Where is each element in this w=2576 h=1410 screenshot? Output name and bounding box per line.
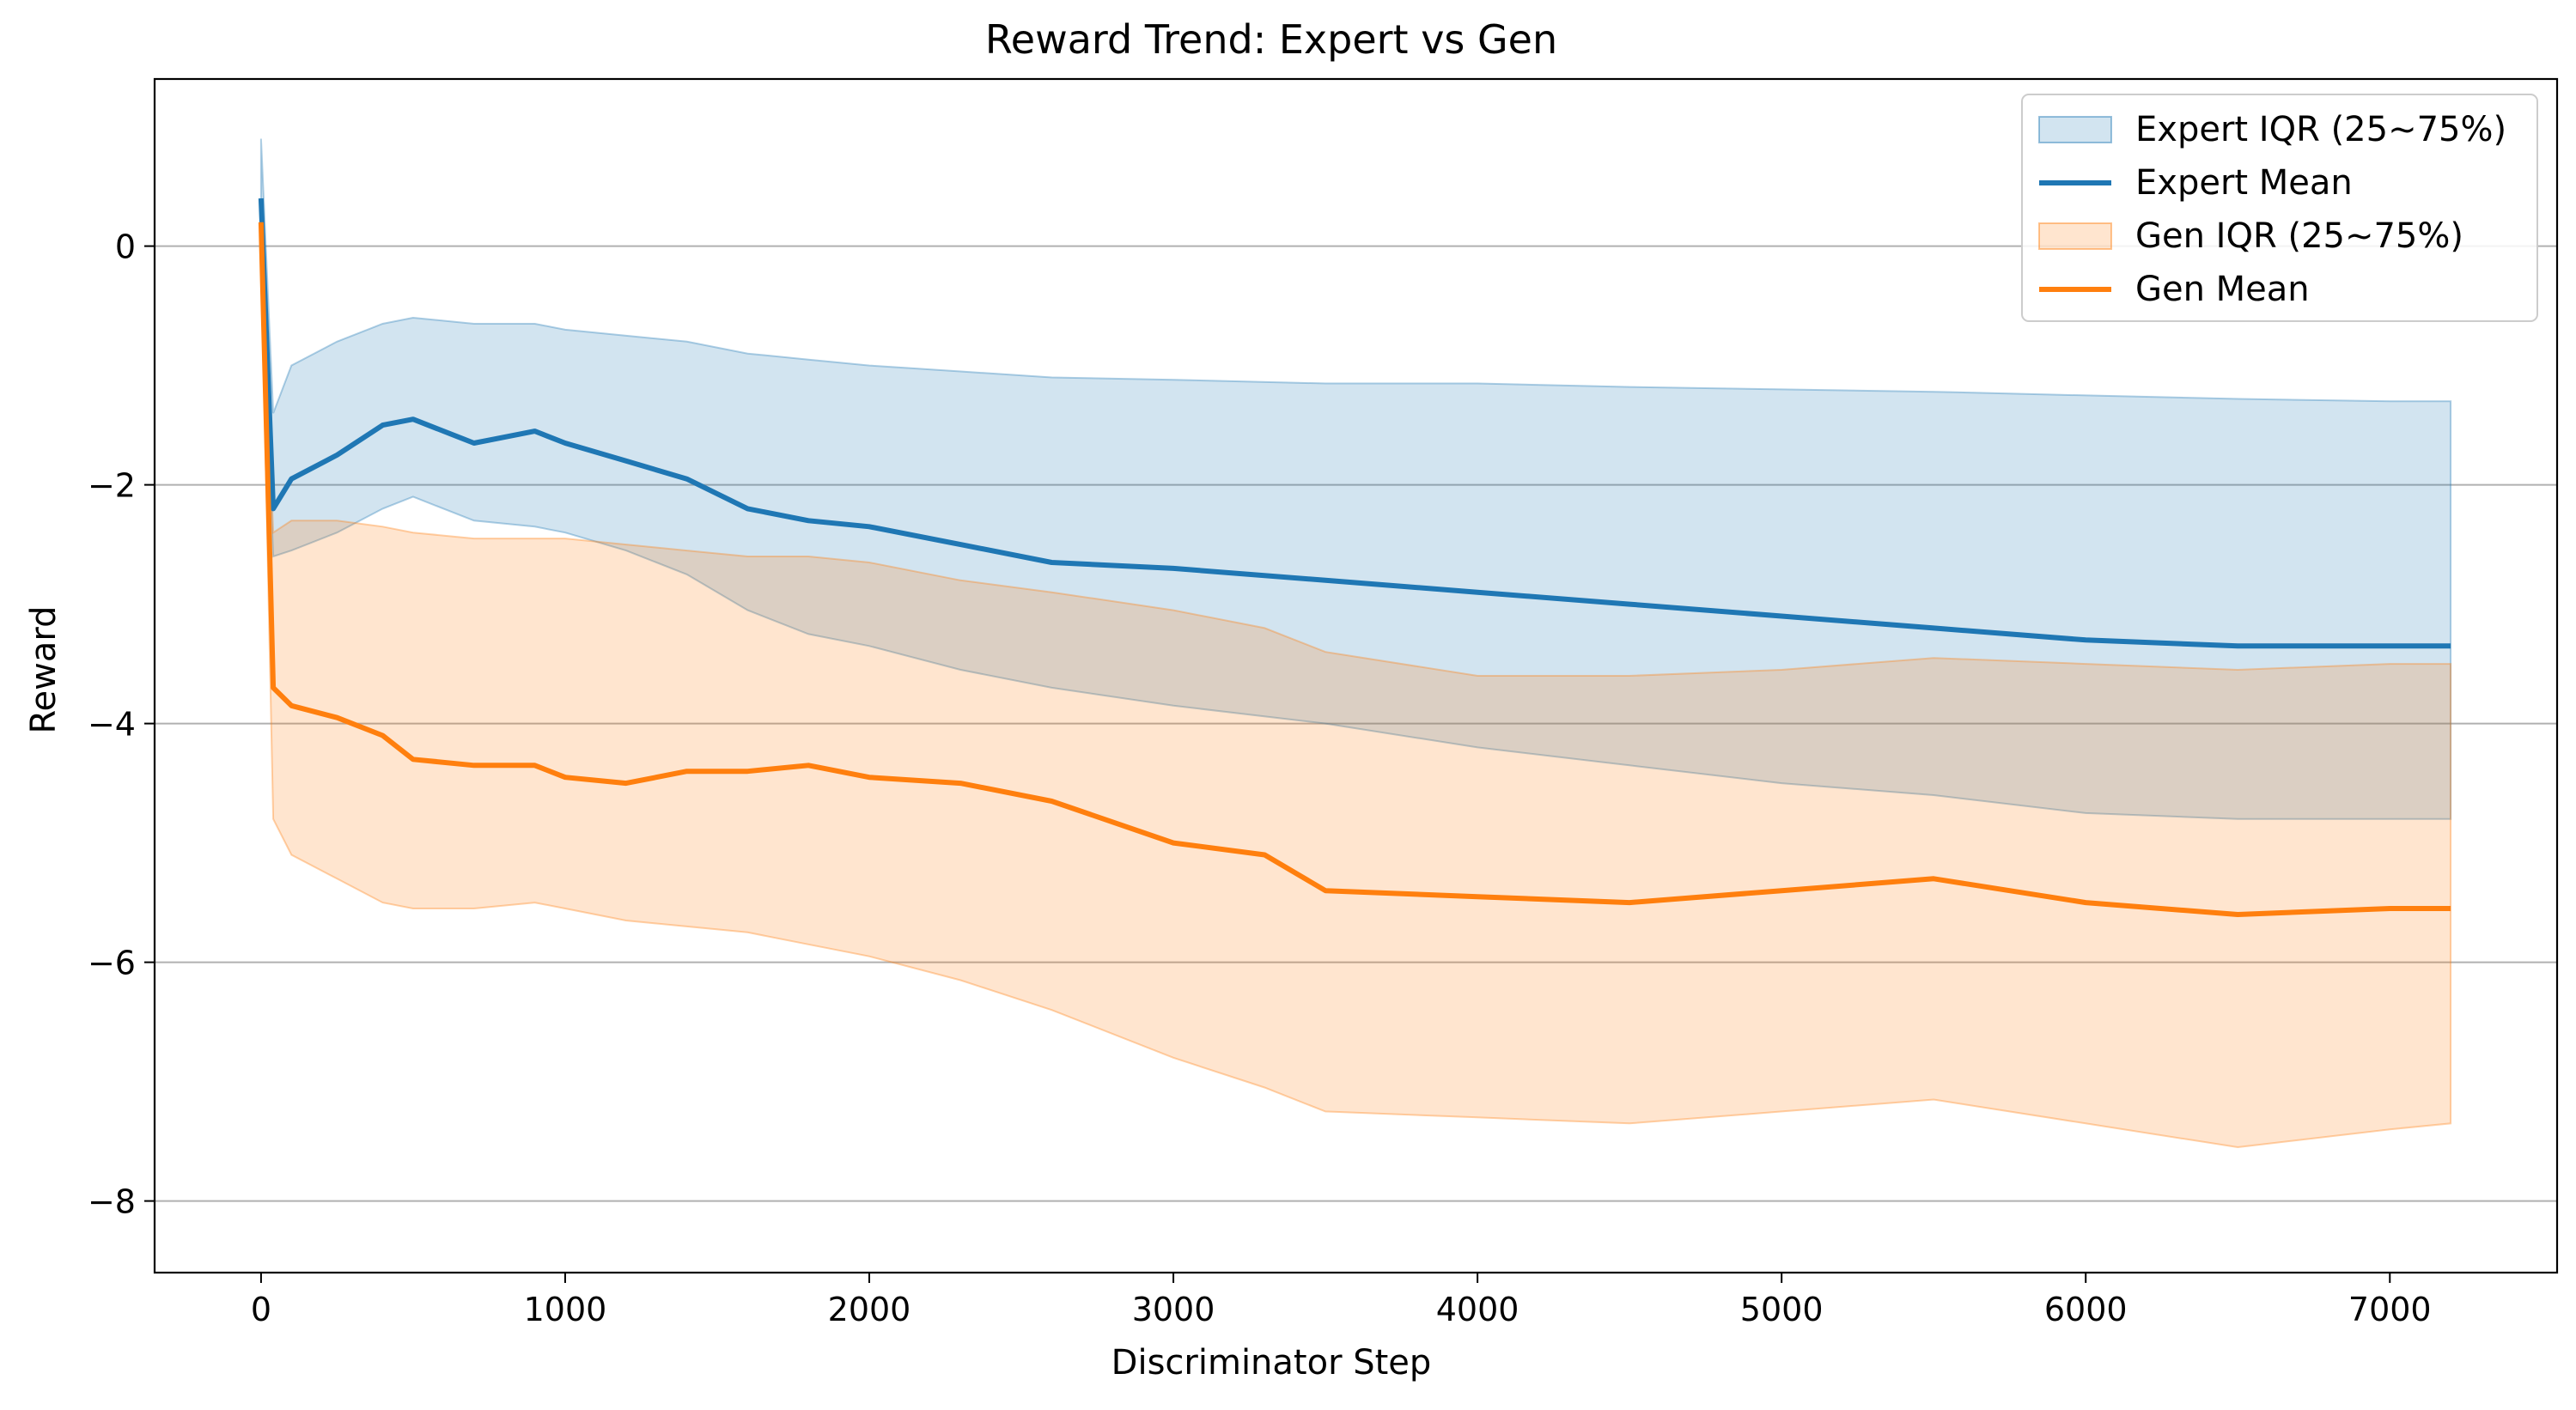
expert-mean-line [258,198,2451,649]
mean-lines [258,198,2451,917]
x-tick-label: 0 [251,1291,271,1328]
gen-mean-line [258,222,2451,917]
x-tick-label: 4000 [1436,1291,1519,1328]
legend-label: Gen IQR (25~75%) [2135,216,2463,256]
y-axis-label: Reward [24,606,64,734]
x-axis-ticks: 0 1000 2000 3000 4000 5000 6000 7000 [251,1273,2432,1328]
y-tick-label: −8 [88,1183,136,1221]
legend-label: Gen Mean [2135,270,2310,309]
y-tick-label: −2 [88,467,136,505]
plot-frame [153,77,2559,1274]
y-tick-label: −6 [88,945,136,982]
y-axis-ticks: 0 −2 −4 −6 −8 [88,228,155,1221]
x-tick-label: 6000 [2044,1291,2128,1328]
y-tick-label: −4 [88,706,136,744]
x-tick-label: 1000 [524,1291,607,1328]
legend-label: Expert IQR (25~75%) [2135,110,2506,149]
iqr-bands [259,138,2452,1149]
gen-iqr-band [259,234,2452,1149]
legend-swatch-gen-band [2038,222,2112,250]
legend: Expert IQR (25~75%) Expert Mean Gen IQR (2… [2021,94,2538,322]
y-tick-label: 0 [115,228,136,266]
legend-swatch-expert-band [2038,116,2112,143]
x-tick-label: 2000 [828,1291,911,1328]
x-tick-label: 7000 [2348,1291,2432,1328]
legend-box [2021,94,2538,322]
legend-label: Expert Mean [2135,163,2353,203]
chart-title: Reward Trend: Expert vs Gen [985,16,1557,63]
expert-iqr-band [259,138,2452,820]
x-axis-label: Discriminator Step [1111,1343,1432,1383]
x-tick-label: 3000 [1132,1291,1215,1328]
x-tick-label: 5000 [1740,1291,1824,1328]
